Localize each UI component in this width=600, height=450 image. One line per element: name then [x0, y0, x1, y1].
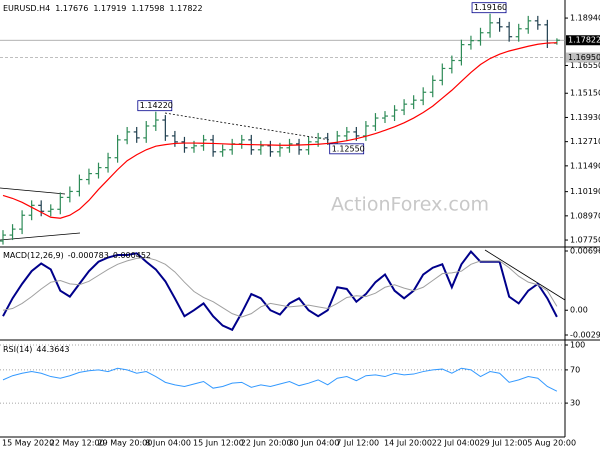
watermark: ActionForex.com [331, 194, 489, 216]
y-tick-label: 0.006966 [570, 247, 600, 256]
y-tick-label: 70 [570, 365, 580, 374]
y-tick-label: 1.10190 [570, 187, 600, 196]
trendline [484, 249, 566, 301]
header-open: 1.17676 [55, 4, 88, 13]
x-tick-label: 8 Jun 04:00 [145, 439, 191, 448]
panel-header: EURUSD.H4 1.17676 1.17919 1.17598 1.17822 [3, 4, 203, 13]
trendline [0, 232, 81, 241]
y-tick-label: 100 [570, 341, 585, 350]
annotation-box [137, 100, 173, 112]
annotation-box [471, 2, 507, 14]
y-tick-label: 30 [570, 399, 580, 408]
x-tick-label: 5 Aug 20:00 [527, 439, 576, 448]
trendline [0, 187, 66, 195]
x-tick-label: 15 Jun 12:00 [193, 439, 244, 448]
price-label: 1.17822 [568, 36, 600, 45]
symbol: EURUSD.H4 [3, 4, 50, 13]
x-tick-label: 15 May 2020 [2, 439, 54, 448]
annotation-label: 1.19160 [474, 3, 507, 12]
indicator-name: MACD(12,26,9) [3, 251, 64, 260]
y-tick-label: 1.11490 [570, 161, 600, 170]
x-tick-label: 22 Jul 04:00 [432, 439, 480, 448]
annotation-label: 1.14220 [140, 101, 173, 110]
y-tick-label: 1.12710 [570, 137, 600, 146]
x-tick-label: 29 Jul 12:00 [480, 439, 528, 448]
indicator-value: 0.000452 [113, 251, 151, 260]
x-tick-label: 7 Jul 12:00 [336, 439, 379, 448]
panel-header: RSI(14) 44.3643 [3, 345, 70, 354]
y-tick-label: 1.18940 [570, 14, 600, 23]
indicator-name: RSI(14) [3, 345, 32, 354]
price-label-box [566, 52, 600, 63]
header-close: 1.17822 [170, 4, 203, 13]
x-tick-label: 30 Jun 04:00 [289, 439, 340, 448]
moving-average [2, 42, 557, 219]
y-tick-label: 1.07750 [570, 236, 600, 245]
x-tick-label: 22 Jun 20:00 [241, 439, 292, 448]
x-tick-label: 14 Jul 20:00 [384, 439, 432, 448]
price-label: 1.16950 [568, 53, 600, 62]
y-tick-label: 1.13930 [570, 113, 600, 122]
indicator-line [2, 367, 558, 392]
indicator-value: -0.000783 [68, 251, 109, 260]
annotation-label: 1.12550 [332, 144, 365, 153]
indicator-line [2, 257, 558, 318]
panel-header: MACD(12,26,9) -0.000783 0.000452 [3, 251, 151, 260]
y-tick-label: 1.16550 [570, 61, 600, 70]
header-high: 1.17919 [93, 4, 126, 13]
y-tick-label: 0.00 [570, 306, 588, 315]
y-tick-label: 1.08970 [570, 211, 600, 220]
indicator-line [2, 250, 558, 332]
x-tick-label: 29 May 20:00 [98, 439, 153, 448]
annotation-box [329, 143, 365, 155]
indicator-value: 44.3643 [36, 345, 69, 354]
price-label-box [566, 35, 600, 46]
y-tick-label: -0.002913 [570, 331, 600, 340]
y-tick-label: 1.15150 [570, 89, 600, 98]
x-tick-label: 22 May 12:00 [50, 439, 105, 448]
header-low: 1.17598 [131, 4, 164, 13]
